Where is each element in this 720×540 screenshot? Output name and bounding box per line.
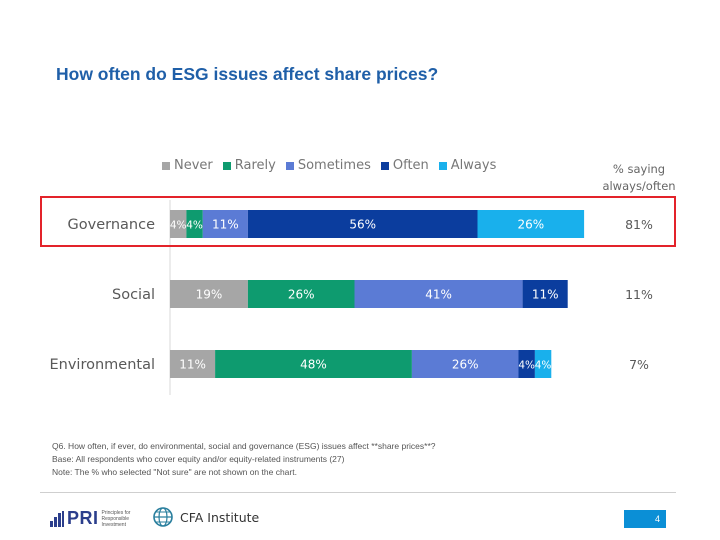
note-question: Q6. How often, if ever, do environmental…	[52, 441, 436, 451]
legend-label-often: Often	[392, 158, 429, 173]
bar-data-label: 41%	[425, 288, 452, 302]
legend-swatch-rarely	[222, 161, 231, 170]
always-often-header: % saying always/often	[602, 162, 676, 193]
legend-item-sometimes: Sometimes	[285, 158, 371, 173]
bar-segment-never	[170, 280, 248, 308]
note-not-sure: Note: The % who selected "Not sure" are …	[52, 467, 297, 477]
bar-segment-often	[518, 350, 535, 378]
bar-data-label: 26%	[288, 288, 315, 302]
bar-data-label: 4%	[170, 220, 187, 232]
legend-swatch-sometimes	[285, 161, 294, 170]
page-title: How often do ESG issues affect share pri…	[56, 64, 439, 84]
bar-data-label: 4%	[186, 220, 203, 232]
bar-data-label: 48%	[300, 358, 327, 372]
legend-item-never: Never	[162, 158, 213, 173]
bar-segment-sometimes	[411, 350, 519, 378]
bar-data-label: 4%	[518, 360, 535, 372]
bar-segment-always	[534, 350, 552, 378]
legend-swatch-often	[380, 161, 389, 170]
bar-data-label: 56%	[349, 218, 376, 232]
bar-segment-never	[170, 210, 187, 238]
cfa-logo-text: CFA Institute	[180, 509, 260, 525]
legend-swatch-always	[438, 161, 447, 170]
pri-logo: PRI Principles for Responsible Investmen…	[50, 508, 132, 529]
bar-segment-always	[477, 210, 585, 238]
page-number: 4	[624, 510, 666, 528]
bar-segment-never	[170, 350, 216, 378]
pri-logo-subtext: Principles for Responsible Investment	[101, 509, 131, 528]
bar-data-label: 26%	[452, 358, 479, 372]
category-label: Environmental	[49, 357, 155, 373]
category-label: Governance	[68, 217, 156, 233]
chart-notes: Q6. How often, if ever, do environmental…	[52, 440, 436, 479]
bar-segment-sometimes	[354, 280, 523, 308]
bar-data-label: 26%	[517, 218, 544, 232]
always-often-value: 11%	[625, 287, 653, 302]
legend-label-sometimes: Sometimes	[297, 158, 371, 173]
bar-segment-often	[522, 280, 568, 308]
bar-data-label: 4%	[535, 360, 552, 372]
stacked-bar-chart: Governance 4% 4% 11% 56% 26% 81%Social 19% 26% 41…	[49, 200, 653, 395]
footer-divider	[40, 492, 676, 493]
category-label: Social	[112, 287, 155, 303]
always-often-value: 81%	[625, 217, 653, 232]
bar-data-label: 11%	[179, 358, 206, 372]
bar-data-label: 11%	[212, 218, 239, 232]
cfa-globe-icon	[153, 507, 173, 527]
cfa-logo: CFA Institute	[152, 506, 259, 528]
bar-data-label: 19%	[196, 288, 223, 302]
bar-data-label: 11%	[532, 288, 559, 302]
governance-highlight-box	[40, 196, 676, 247]
note-base: Base: All respondents who cover equity a…	[52, 454, 345, 464]
bar-segment-rarely	[215, 350, 412, 378]
legend-label-never: Never	[174, 158, 213, 173]
legend-item-rarely: Rarely	[222, 158, 276, 173]
bar-segment-rarely	[247, 280, 355, 308]
bar-segment-often	[247, 210, 478, 238]
always-often-value: 7%	[629, 357, 649, 372]
pri-mark-icon	[50, 510, 64, 527]
legend-label-always: Always	[450, 158, 497, 173]
chart-legend: Never Rarely Sometimes Often Always	[162, 158, 496, 173]
legend-swatch-never	[162, 161, 170, 170]
pri-logo-text: PRI	[67, 508, 99, 528]
bar-segment-rarely	[186, 210, 203, 238]
bar-segment-sometimes	[202, 210, 248, 238]
legend-item-always: Always	[438, 158, 497, 173]
legend-label-rarely: Rarely	[234, 158, 276, 173]
legend-item-often: Often	[380, 158, 429, 173]
